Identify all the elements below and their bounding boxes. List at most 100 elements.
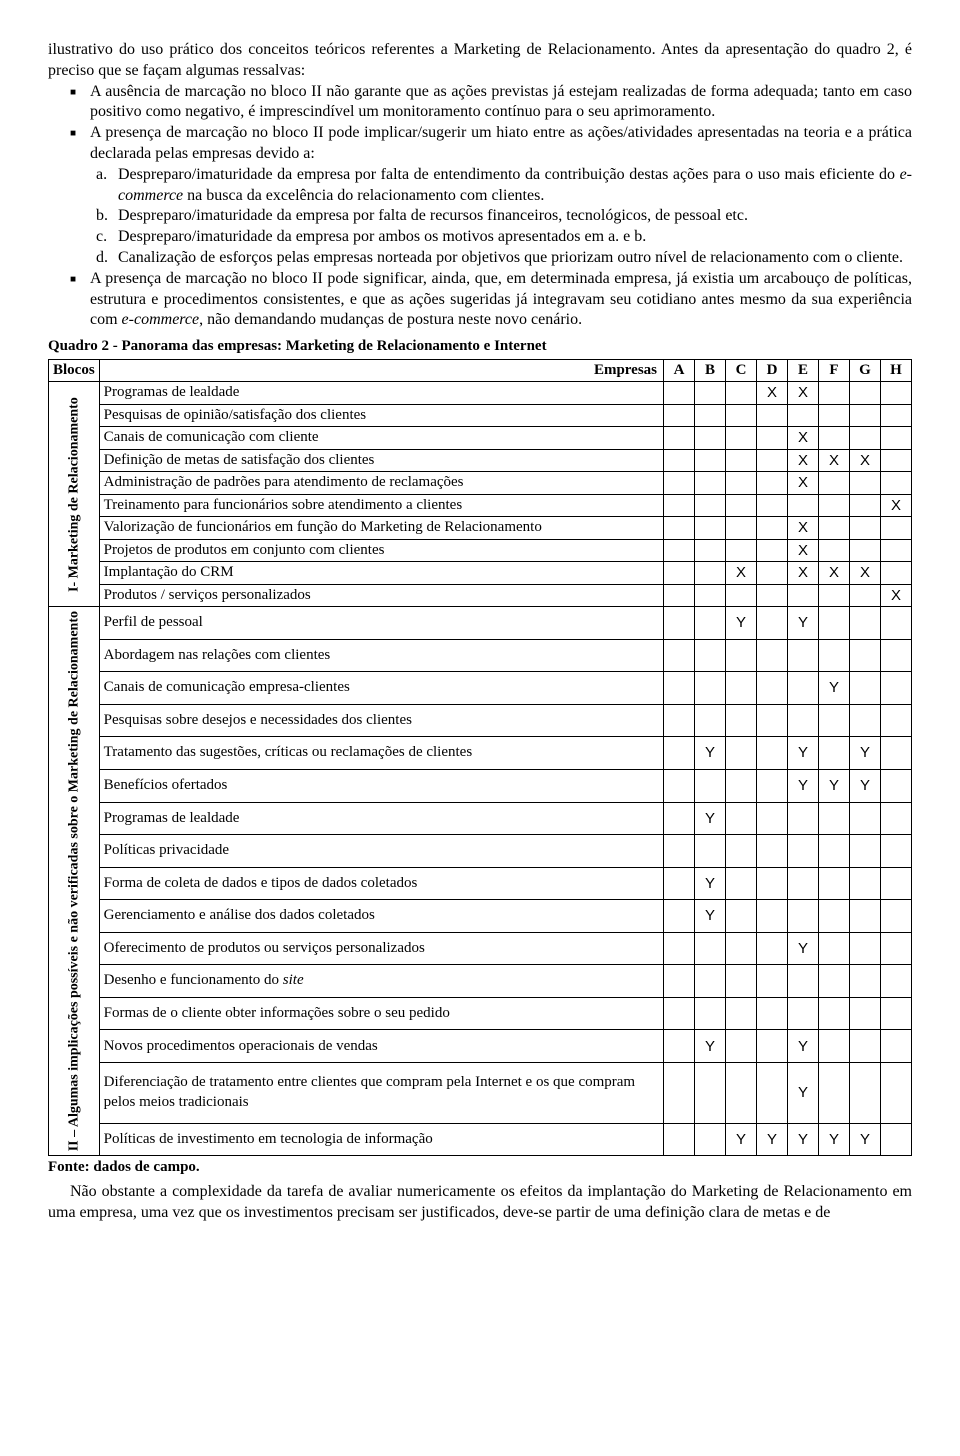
- mark-cell: [881, 1123, 912, 1156]
- mark-cell: [695, 539, 726, 562]
- mark-cell: [819, 932, 850, 965]
- body-text: ilustrativo do uso prático dos conceitos…: [48, 40, 912, 331]
- mark-cell: [850, 965, 881, 998]
- row-label: Políticas de investimento em tecnologia …: [99, 1123, 663, 1156]
- mark-cell: [695, 472, 726, 495]
- row-label: Diferenciação de tratamento entre client…: [99, 1063, 663, 1124]
- table-row: Implantação do CRMXXXX: [49, 562, 912, 585]
- bullet-2-text: A presença de marcação no bloco II pode …: [90, 124, 912, 162]
- row-label: Abordagem nas relações com clientes: [99, 639, 663, 672]
- mark-cell: X: [788, 382, 819, 405]
- col-g: G: [850, 359, 881, 382]
- table-row: Abordagem nas relações com clientes: [49, 639, 912, 672]
- row-label: Benefícios ofertados: [99, 769, 663, 802]
- row-label: Administração de padrões para atendiment…: [99, 472, 663, 495]
- table-caption: Quadro 2 - Panorama das empresas: Market…: [48, 337, 912, 357]
- mark-cell: [726, 737, 757, 770]
- mark-cell: [726, 382, 757, 405]
- mark-cell: [788, 704, 819, 737]
- col-a: A: [664, 359, 695, 382]
- row-label: Oferecimento de produtos ou serviços per…: [99, 932, 663, 965]
- mark-cell: [788, 997, 819, 1030]
- mark-cell: [726, 472, 757, 495]
- mark-cell: [695, 1123, 726, 1156]
- mark-cell: [757, 769, 788, 802]
- row-label: Pesquisas de opinião/satisfação dos clie…: [99, 404, 663, 427]
- mark-cell: [819, 1063, 850, 1124]
- data-table: Blocos Empresas A B C D E F G H I- Marke…: [48, 359, 912, 1157]
- mark-cell: [788, 965, 819, 998]
- mark-cell: X: [757, 382, 788, 405]
- bullet-3: A presença de marcação no bloco II pode …: [90, 269, 912, 331]
- mark-cell: [881, 472, 912, 495]
- col-blocos: Blocos: [49, 359, 100, 382]
- mark-cell: X: [881, 584, 912, 607]
- row-label: Programas de lealdade: [99, 382, 663, 405]
- table-row: Políticas privacidade: [49, 835, 912, 868]
- mark-cell: [695, 562, 726, 585]
- mark-cell: [695, 449, 726, 472]
- mark-cell: [819, 704, 850, 737]
- mark-cell: [757, 607, 788, 640]
- mark-cell: [881, 1063, 912, 1124]
- mark-cell: [757, 1063, 788, 1124]
- mark-cell: X: [726, 562, 757, 585]
- table-row: Programas de lealdadeY: [49, 802, 912, 835]
- mark-cell: [788, 867, 819, 900]
- mark-cell: [726, 494, 757, 517]
- col-empresas: Empresas: [99, 359, 663, 382]
- mark-cell: [757, 737, 788, 770]
- mark-cell: [726, 584, 757, 607]
- mark-cell: [664, 802, 695, 835]
- table-row: Formas de o cliente obter informações so…: [49, 997, 912, 1030]
- intro-paragraph: ilustrativo do uso prático dos conceitos…: [48, 40, 912, 82]
- mark-cell: Y: [788, 1030, 819, 1063]
- mark-cell: [819, 997, 850, 1030]
- mark-cell: [695, 517, 726, 540]
- mark-cell: [819, 900, 850, 933]
- mark-cell: [819, 584, 850, 607]
- mark-cell: [881, 769, 912, 802]
- mark-cell: [757, 639, 788, 672]
- mark-cell: [850, 997, 881, 1030]
- mark-cell: Y: [726, 607, 757, 640]
- mark-cell: Y: [819, 1123, 850, 1156]
- table-row: Projetos de produtos em conjunto com cli…: [49, 539, 912, 562]
- mark-cell: [881, 1030, 912, 1063]
- mark-cell: Y: [695, 1030, 726, 1063]
- mark-cell: [881, 562, 912, 585]
- mark-cell: [819, 802, 850, 835]
- mark-cell: [881, 639, 912, 672]
- mark-cell: [664, 449, 695, 472]
- mark-cell: [726, 769, 757, 802]
- mark-cell: [664, 672, 695, 705]
- row-label: Projetos de produtos em conjunto com cli…: [99, 539, 663, 562]
- mark-cell: X: [850, 562, 881, 585]
- row-label: Formas de o cliente obter informações so…: [99, 997, 663, 1030]
- mark-cell: [664, 900, 695, 933]
- mark-cell: [881, 672, 912, 705]
- row-label: Políticas privacidade: [99, 835, 663, 868]
- table-row: Produtos / serviços personalizadosX: [49, 584, 912, 607]
- sub-d: d.Canalização de esforços pelas empresas…: [118, 248, 912, 269]
- mark-cell: [881, 737, 912, 770]
- bullet-2: A presença de marcação no bloco II pode …: [90, 123, 912, 269]
- table-header-row: Blocos Empresas A B C D E F G H: [49, 359, 912, 382]
- block-2-label: II – Algumas implicações possíveis e não…: [49, 607, 100, 1156]
- mark-cell: X: [788, 449, 819, 472]
- table-row: Políticas de investimento em tecnologia …: [49, 1123, 912, 1156]
- mark-cell: [695, 835, 726, 868]
- table-row: Administração de padrões para atendiment…: [49, 472, 912, 495]
- sub-c: c.Despreparo/imaturidade da empresa por …: [118, 227, 912, 248]
- mark-cell: [664, 517, 695, 540]
- mark-cell: [881, 404, 912, 427]
- table-row: Canais de comunicação empresa-clientesY: [49, 672, 912, 705]
- mark-cell: [757, 404, 788, 427]
- mark-cell: X: [881, 494, 912, 517]
- mark-cell: [819, 427, 850, 450]
- mark-cell: [664, 997, 695, 1030]
- table-row: I- Marketing de RelacionamentoProgramas …: [49, 382, 912, 405]
- mark-cell: Y: [819, 769, 850, 802]
- mark-cell: Y: [788, 769, 819, 802]
- mark-cell: Y: [850, 769, 881, 802]
